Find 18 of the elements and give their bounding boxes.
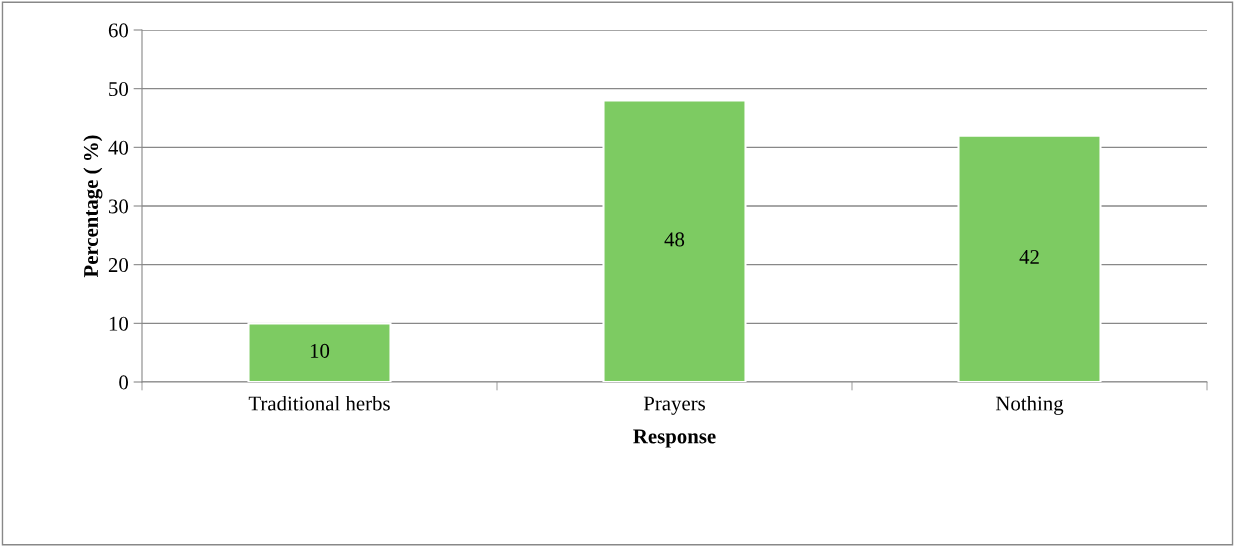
data-label: 48	[664, 232, 685, 247]
x-axis-title: Response	[633, 429, 716, 448]
y-tick-label: 0	[119, 375, 129, 390]
bar	[602, 99, 747, 382]
bar	[957, 134, 1102, 382]
bar	[247, 322, 392, 382]
y-tick-label: 10	[109, 316, 129, 331]
x-tick-label: Nothing	[995, 395, 1064, 415]
y-tick-label: 40	[108, 140, 129, 155]
data-label: 10	[310, 343, 330, 358]
x-tick-label: Prayers	[643, 396, 705, 415]
y-tick-label: 50	[109, 82, 129, 97]
x-tick-label: Traditional herbs	[248, 395, 390, 411]
y-tick-label: 30	[108, 199, 129, 214]
data-label: 42	[1019, 250, 1039, 264]
y-axis-title: Percentage ( %)	[83, 135, 103, 278]
y-tick-label: 60	[108, 23, 129, 38]
y-tick-label: 20	[108, 258, 129, 273]
